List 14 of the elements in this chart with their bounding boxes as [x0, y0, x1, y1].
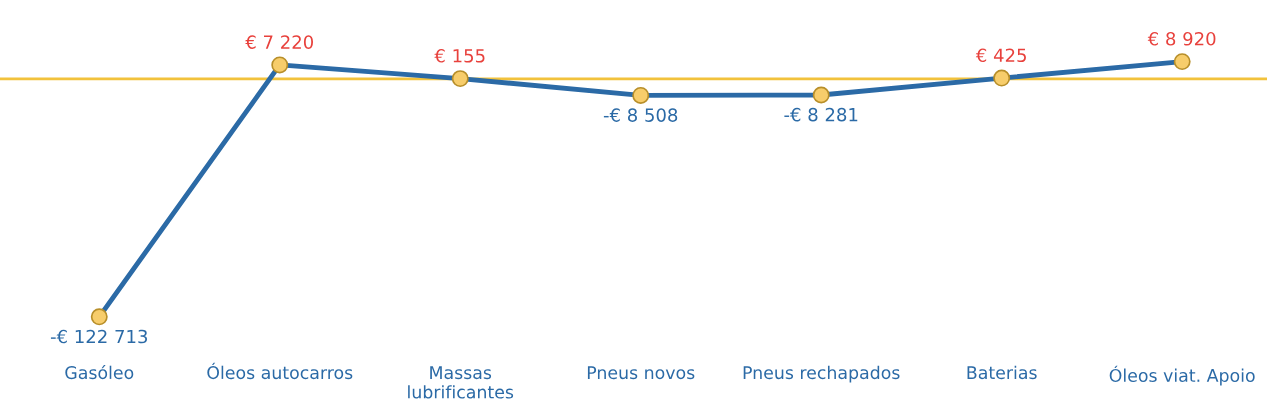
- data-label: -€ 122 713: [50, 329, 148, 344]
- x-tick-label: Óleos autocarros: [207, 362, 353, 380]
- data-label: -€ 8 281: [784, 107, 858, 122]
- data-label: -€ 8 508: [603, 108, 678, 122]
- x-tick-label: Óleos viat. Apoio: [1109, 365, 1255, 386]
- data-label: € 8 920: [1147, 31, 1216, 46]
- data-label: € 425: [975, 48, 1026, 63]
- data-label: € 155: [434, 48, 485, 63]
- data-label: € 7 220: [245, 35, 314, 49]
- x-tick-label: Baterias: [967, 365, 1037, 380]
- x-tick-label: Gasóleo: [65, 365, 134, 380]
- x-tick-label: Pneus novos: [587, 366, 695, 380]
- x-tick-label: Pneus rechapados: [743, 365, 900, 383]
- x-tick-label: Massas lubrificantes: [408, 366, 514, 399]
